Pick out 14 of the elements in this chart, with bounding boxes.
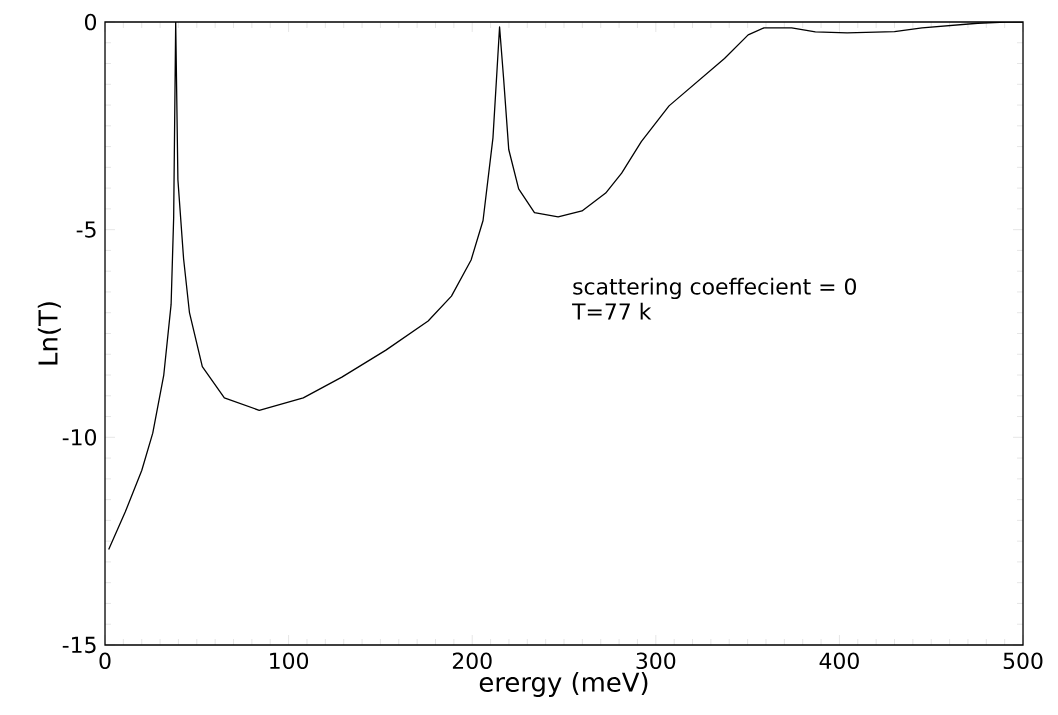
- y-axis-title: Ln(T): [37, 302, 61, 365]
- x-axis-title: erergy (meV): [479, 671, 648, 697]
- x-tick-label: 400: [819, 652, 859, 670]
- x-tick-label: 300: [636, 652, 676, 670]
- y-tick-label: -15: [62, 636, 96, 654]
- annotation: T=77 k: [572, 302, 652, 320]
- x-tick-label: 500: [1003, 652, 1043, 670]
- y-tick-label: -10: [62, 429, 97, 446]
- x-tick-label: 100: [270, 652, 309, 670]
- y-tick-label: -5: [76, 221, 96, 238]
- annotation: scattering coeffecient = 0: [573, 277, 856, 300]
- x-tick-label: 200: [452, 652, 492, 670]
- y-tick-label: 0: [84, 13, 97, 31]
- x-tick-label: 0: [99, 652, 111, 670]
